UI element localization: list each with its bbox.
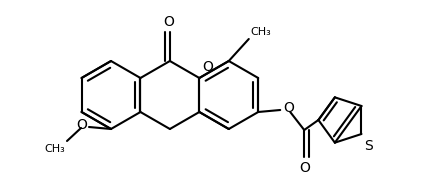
Text: O: O: [163, 15, 174, 29]
Text: O: O: [202, 60, 213, 74]
Text: S: S: [365, 139, 373, 153]
Text: O: O: [76, 118, 87, 132]
Text: O: O: [283, 101, 294, 115]
Text: O: O: [299, 161, 310, 175]
Text: CH₃: CH₃: [251, 27, 271, 37]
Text: CH₃: CH₃: [44, 144, 65, 154]
